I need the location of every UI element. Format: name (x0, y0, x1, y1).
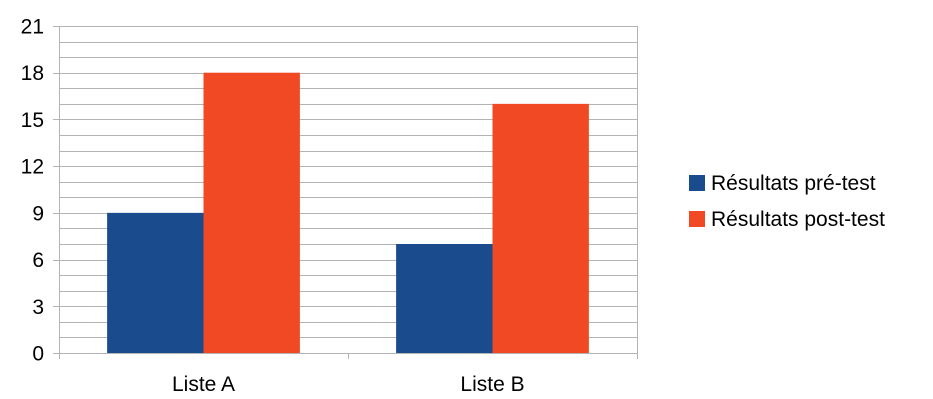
y-tick-label: 3 (32, 296, 44, 319)
bars (107, 72, 589, 353)
y-tick-label: 9 (32, 202, 44, 225)
bar (492, 103, 589, 353)
x-category-label: Liste A (172, 373, 235, 396)
y-tick-label: 6 (32, 249, 44, 272)
legend-label: Résultats pré-test (711, 172, 876, 195)
bar (107, 212, 204, 353)
y-tick-label: 0 (32, 343, 44, 366)
bar (203, 72, 300, 353)
y-tick-label: 21 (21, 16, 44, 39)
legend-swatch (689, 211, 705, 227)
y-axis-tick-labels: 0 3 6 9 12 15 18 21 (21, 16, 44, 366)
legend-swatch (689, 175, 705, 191)
bar (396, 244, 493, 353)
x-axis-category-labels: Liste A Liste B (172, 373, 525, 396)
y-tick-label: 15 (21, 109, 44, 132)
x-category-label: Liste B (460, 373, 524, 396)
y-tick-label: 18 (21, 62, 44, 85)
axes (53, 26, 638, 359)
legend: Résultats pré-test Résultats post-test (689, 172, 885, 231)
y-tick-label: 12 (21, 156, 44, 179)
legend-label: Résultats post-test (711, 208, 885, 231)
